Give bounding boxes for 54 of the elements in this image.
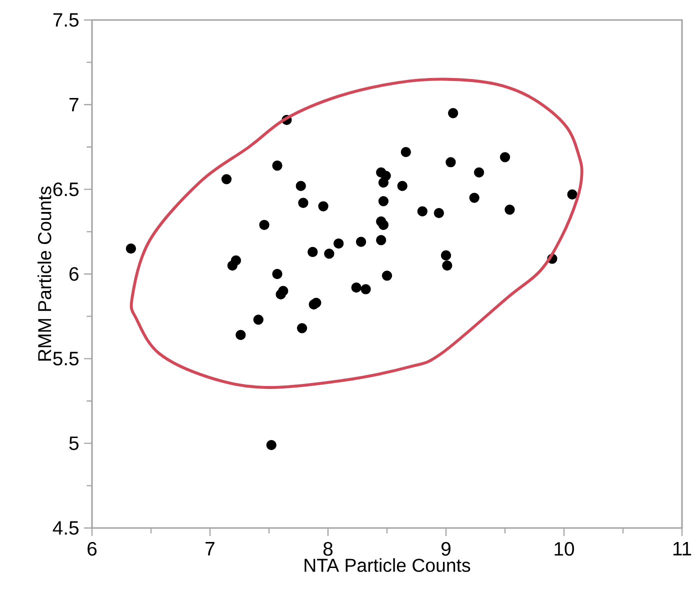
- x-tick-label: 8: [323, 542, 333, 556]
- point: [334, 238, 344, 249]
- point: [298, 198, 308, 208]
- point: [434, 208, 444, 218]
- point: [324, 248, 334, 259]
- point: [567, 189, 578, 200]
- point: [382, 270, 392, 281]
- point: [276, 289, 286, 300]
- x-tick-label: 6: [88, 542, 97, 556]
- point: [440, 250, 452, 260]
- point: [126, 244, 136, 254]
- point: [259, 220, 270, 230]
- point: [446, 157, 456, 168]
- point: [296, 180, 306, 192]
- point: [318, 201, 328, 212]
- x-tick-label: 9: [442, 542, 450, 556]
- point: [351, 282, 362, 293]
- y-tick-label: 5.5: [53, 352, 78, 366]
- point: [417, 206, 428, 216]
- y-tick-label: 5: [69, 436, 78, 450]
- y-tick-label: 6.5: [53, 182, 78, 196]
- point: [469, 192, 480, 203]
- point: [236, 330, 246, 340]
- point: [356, 236, 366, 247]
- point: [253, 314, 264, 325]
- point: [400, 147, 411, 158]
- point: [378, 177, 389, 188]
- point: [500, 152, 510, 162]
- point: [376, 235, 386, 246]
- point: [378, 220, 389, 230]
- x-tick-label: 11: [673, 542, 692, 556]
- point: [378, 196, 389, 206]
- point: [221, 174, 232, 184]
- x-axis-title: NTA Particle Counts: [304, 558, 470, 572]
- point: [474, 167, 484, 178]
- point: [504, 204, 515, 215]
- y-tick-label: 7.5: [53, 13, 78, 27]
- point: [308, 246, 318, 258]
- y-tick-label: 6: [70, 267, 78, 281]
- point: [272, 160, 282, 171]
- point: [266, 440, 276, 450]
- y-tick-label: 7: [70, 98, 78, 112]
- x-tick-label: 10: [554, 542, 574, 556]
- y-tick-label: 4.5: [52, 521, 78, 535]
- point: [397, 180, 408, 192]
- point: [360, 284, 371, 294]
- y-axis-title: RMM Particle Counts: [38, 186, 52, 361]
- point: [227, 260, 238, 271]
- point: [442, 260, 452, 271]
- point: [311, 298, 322, 308]
- point: [272, 268, 282, 280]
- x-tick-label: 7: [206, 542, 214, 556]
- point: [296, 323, 308, 334]
- point: [448, 108, 458, 118]
